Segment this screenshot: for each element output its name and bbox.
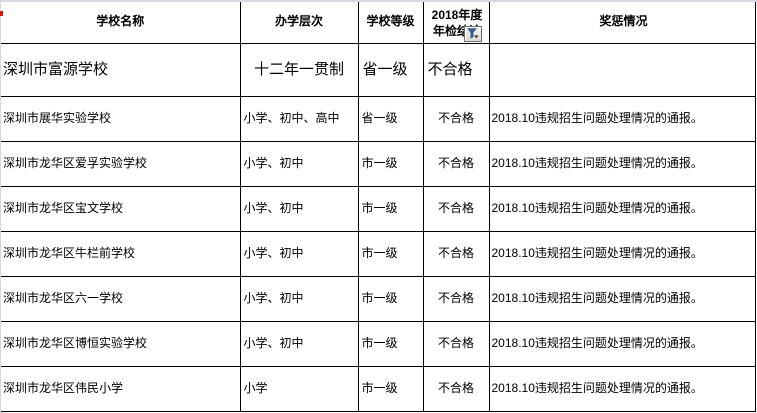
cell-grade[interactable]: 省一级 [357,42,424,97]
cell-inspection-result[interactable]: 不合格 [422,320,490,367]
table-row: 深圳市龙华区伟民小学 小学 市一级 不合格 2018.10违规招生问题处理情况的… [1,365,756,412]
cell-school-name[interactable]: 深圳市龙华区博恒实验学校 [1,320,241,367]
cell-reward[interactable]: 2018.10违规招生问题处理情况的通报。 [488,140,756,187]
table-row: 深圳市富源学校 十二年一贯制 省一级 不合格 [1,42,756,97]
cell-reward[interactable]: 2018.10违规招生问题处理情况的通报。 [488,365,756,412]
cell-level[interactable]: 小学、初中 [239,140,359,187]
cell-level[interactable]: 小学、初中、高中 [239,95,359,142]
filter-button[interactable] [463,25,482,42]
column-header-reward[interactable]: 奖惩情况 [488,2,756,44]
cell-inspection-result[interactable]: 不合格 [422,365,490,412]
cell-inspection-result[interactable]: 不合格 [422,230,490,277]
column-header-inspection[interactable]: 2018年度 年检结论 [422,2,490,44]
cell-inspection-result[interactable]: 不合格 [422,42,490,97]
cell-reward[interactable] [488,42,756,97]
cell-grade[interactable]: 市一级 [357,230,424,277]
cell-inspection-result[interactable]: 不合格 [422,140,490,187]
column-header-school-name[interactable]: 学校名称 [1,2,241,44]
table-body: 深圳市富源学校 十二年一贯制 省一级 不合格 深圳市展华实验学校 小学、初中、高… [1,42,756,412]
cell-level[interactable]: 小学、初中 [239,185,359,232]
cell-grade[interactable]: 市一级 [357,185,424,232]
cell-reward[interactable]: 2018.10违规招生问题处理情况的通报。 [488,95,756,142]
cell-grade[interactable]: 市一级 [357,365,424,412]
cell-grade[interactable]: 市一级 [357,320,424,367]
table-row: 深圳市龙华区爱孚实验学校 小学、初中 市一级 不合格 2018.10违规招生问题… [1,140,756,187]
table-row: 深圳市龙华区博恒实验学校 小学、初中 市一级 不合格 2018.10违规招生问题… [1,320,756,367]
cell-reward[interactable]: 2018.10违规招生问题处理情况的通报。 [488,275,756,322]
cell-inspection-result[interactable]: 不合格 [422,185,490,232]
cell-level[interactable]: 小学、初中 [239,230,359,277]
cell-inspection-result[interactable]: 不合格 [422,95,490,142]
cell-grade[interactable]: 市一级 [357,275,424,322]
cell-school-name[interactable]: 深圳市龙华区宝文学校 [1,185,241,232]
table-row: 深圳市龙华区牛栏前学校 小学、初中 市一级 不合格 2018.10违规招生问题处… [1,230,756,277]
cell-school-name[interactable]: 深圳市龙华区牛栏前学校 [1,230,241,277]
cell-grade[interactable]: 市一级 [357,140,424,187]
cell-level[interactable]: 十二年一贯制 [239,42,359,97]
cell-school-name[interactable]: 深圳市龙华区伟民小学 [1,365,241,412]
cell-grade[interactable]: 省一级 [357,95,424,142]
table-row: 深圳市展华实验学校 小学、初中、高中 省一级 不合格 2018.10违规招生问题… [1,95,756,142]
cell-school-name[interactable]: 深圳市龙华区爱孚实验学校 [1,140,241,187]
cell-level[interactable]: 小学、初中 [239,275,359,322]
red-marker [0,11,3,16]
cell-school-name[interactable]: 深圳市富源学校 [1,42,241,97]
screen-edge-top [0,0,757,2]
cell-reward[interactable]: 2018.10违规招生问题处理情况的通报。 [488,320,756,367]
table-row: 深圳市龙华区六一学校 小学、初中 市一级 不合格 2018.10违规招生问题处理… [1,275,756,322]
column-header-level[interactable]: 办学层次 [239,2,359,44]
screen-edge-left [0,0,1,413]
cell-school-name[interactable]: 深圳市龙华区六一学校 [1,275,241,322]
cell-level[interactable]: 小学、初中 [239,320,359,367]
header-row: 学校名称 办学层次 学校等级 2018年度 年检结论 [1,2,756,44]
cell-inspection-result[interactable]: 不合格 [422,275,490,322]
cell-school-name[interactable]: 深圳市展华实验学校 [1,95,241,142]
funnel-icon [466,28,479,39]
table-row: 深圳市龙华区宝文学校 小学、初中 市一级 不合格 2018.10违规招生问题处理… [1,185,756,232]
column-header-grade[interactable]: 学校等级 [357,2,424,44]
cell-reward[interactable]: 2018.10违规招生问题处理情况的通报。 [488,185,756,232]
cell-reward[interactable]: 2018.10违规招生问题处理情况的通报。 [488,230,756,277]
cell-level[interactable]: 小学 [239,365,359,412]
